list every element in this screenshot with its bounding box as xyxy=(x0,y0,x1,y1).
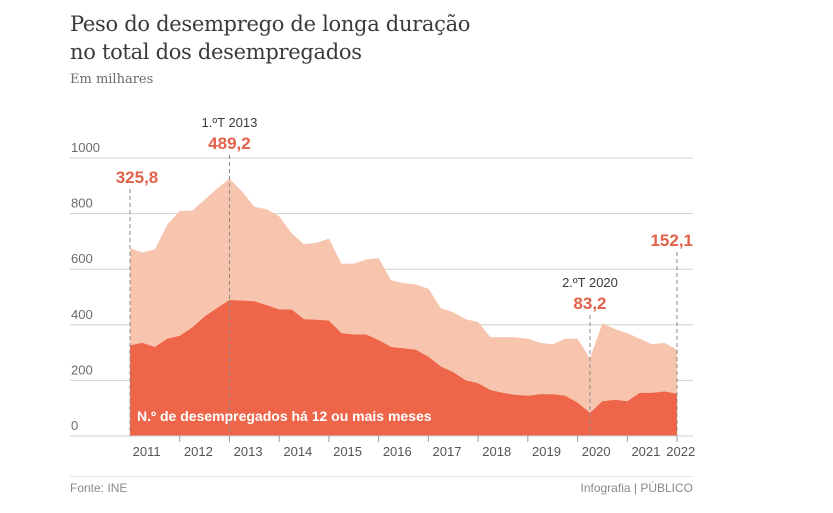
x-tick-label: 2021 xyxy=(631,444,660,459)
annotation-value: 152,1 xyxy=(650,231,693,250)
x-tick-label: 2014 xyxy=(283,444,312,459)
source-note: Fonte: INE xyxy=(70,481,128,495)
x-tick-label: 2017 xyxy=(433,444,462,459)
annotation-value: 489,2 xyxy=(208,134,251,153)
annotation-label: 1.ºT 2013 xyxy=(202,115,258,130)
y-tick-label: 600 xyxy=(71,251,93,266)
credit-note: Infografia | PÚBLICO xyxy=(580,481,694,495)
x-tick-label: 2013 xyxy=(234,444,263,459)
annotation-lines xyxy=(129,155,678,436)
series-label-long-term: N.º de desempregados há 12 ou mais meses xyxy=(137,408,432,424)
y-tick-label: 200 xyxy=(71,362,93,377)
x-tick-label: 2016 xyxy=(383,444,412,459)
annotation-value: 83,2 xyxy=(573,294,606,313)
y-tick-label: 800 xyxy=(71,196,93,211)
x-tick-label: 2019 xyxy=(532,444,561,459)
area-long-term-unemployed xyxy=(130,300,677,436)
x-tick-label: 2015 xyxy=(333,444,362,459)
y-axis-ticks: 0 200 400 600 800 1000 xyxy=(71,140,100,433)
footer-divider xyxy=(70,476,693,477)
y-tick-label: 0 xyxy=(71,418,78,433)
x-axis-ticks: 2011 2012 2013 2014 2015 2016 2017 2018 2019 2020… xyxy=(133,436,695,459)
x-tick-label: 2020 xyxy=(582,444,611,459)
chart-title-line1: Peso do desemprego de longa duração xyxy=(70,12,471,36)
x-tick-label: 2022 xyxy=(666,444,695,459)
annotation-value: 325,8 xyxy=(116,168,159,187)
y-tick-label: 400 xyxy=(71,307,93,322)
chart-title: Peso do desemprego de longa duração no t… xyxy=(70,10,470,66)
x-tick-label: 2018 xyxy=(482,444,511,459)
chart-subtitle: Em milhares xyxy=(70,72,154,87)
chart-title-line2: no total dos desempregados xyxy=(70,40,362,64)
y-tick-label: 1000 xyxy=(71,140,100,155)
x-tick-label: 2011 xyxy=(133,444,161,459)
annotation-label: 2.ºT 2020 xyxy=(562,275,618,290)
annotations: 325,8 1.ºT 2013 489,2 2.ºT 2020 83,2 152,1 xyxy=(116,115,693,313)
x-tick-label: 2012 xyxy=(184,444,213,459)
